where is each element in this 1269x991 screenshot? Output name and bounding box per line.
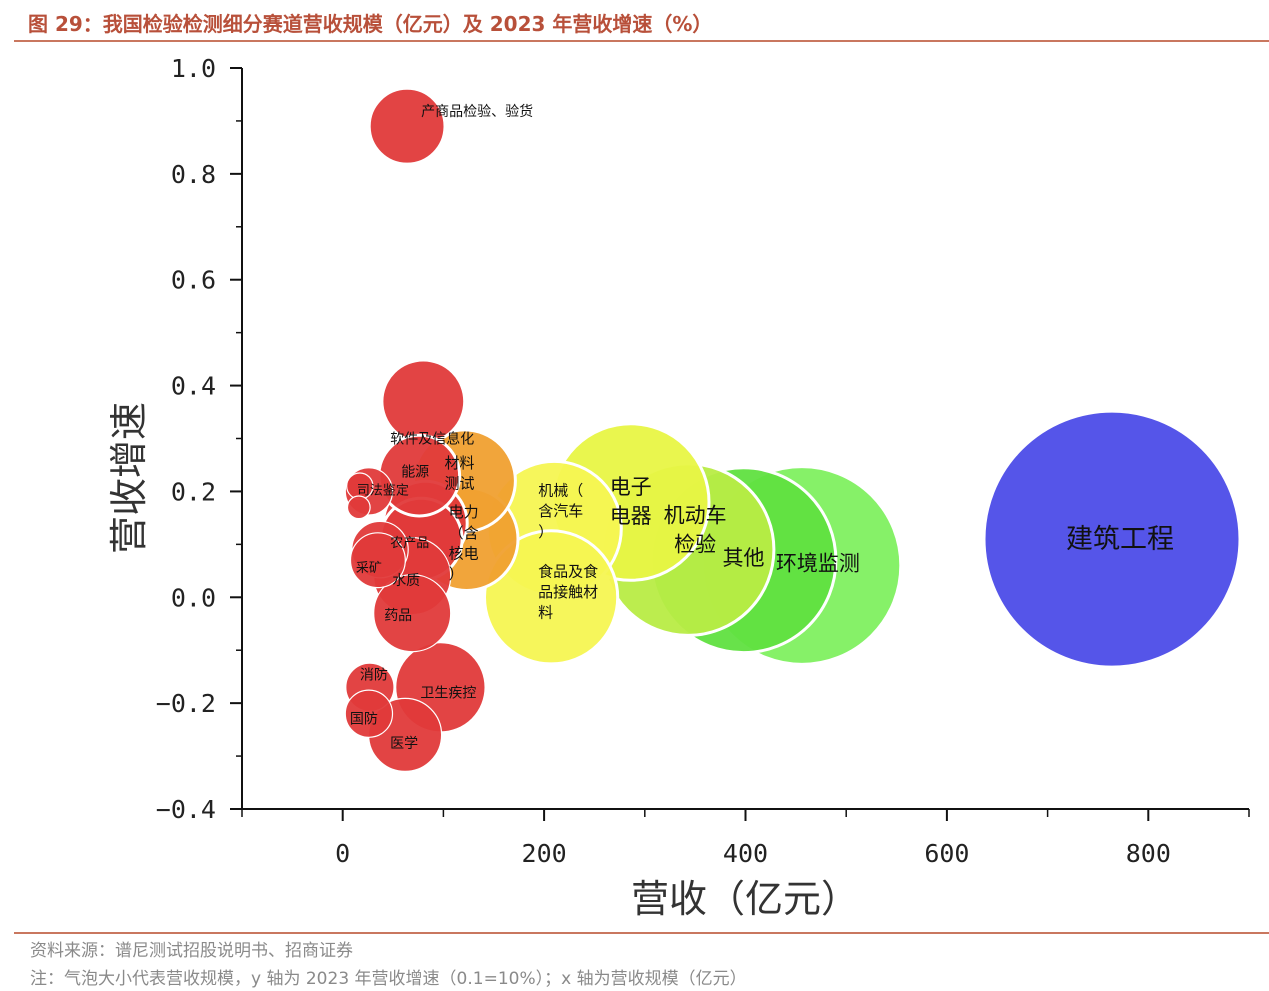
bubble-label: 食品及食品接触材料 bbox=[538, 562, 598, 621]
y-tick-label: −0.4 bbox=[156, 795, 216, 824]
bubble bbox=[349, 532, 406, 589]
bubble-label: 软件及信息化 bbox=[390, 430, 474, 447]
bubble bbox=[373, 574, 452, 653]
bubble-label: 医学 bbox=[390, 736, 418, 752]
bubble bbox=[369, 88, 445, 164]
y-axis-title: 营收增速 bbox=[107, 402, 151, 554]
bubble-circle bbox=[380, 358, 467, 445]
y-tick-label: 0.0 bbox=[171, 583, 216, 612]
y-tick-label: 0.4 bbox=[171, 372, 216, 401]
bubble-label: 建筑工程 bbox=[1066, 524, 1174, 555]
bubble-label: 能源 bbox=[401, 465, 429, 481]
y-tick-label: 1.0 bbox=[171, 54, 216, 83]
title-divider bbox=[14, 40, 1269, 42]
bubble-label: 材料测试 bbox=[445, 454, 475, 493]
bubble-label: 农产品 bbox=[390, 536, 429, 551]
bubble-label: 国防 bbox=[350, 712, 378, 728]
bubbles-layer bbox=[344, 88, 1242, 773]
bubble-label: 司法鉴定 bbox=[357, 483, 409, 498]
bubble-circle bbox=[346, 495, 371, 520]
source-note: 资料来源：谱尼测试招股说明书、招商证券 bbox=[30, 941, 353, 961]
bubble-label: 机械（含汽车） bbox=[538, 482, 583, 541]
x-tick-label: 400 bbox=[723, 839, 768, 868]
bubble bbox=[982, 409, 1242, 669]
bubble-label: 产商品检验、验货 bbox=[421, 103, 533, 120]
axes-layer: 1.0 0.8 0.6 0.4 0.2 0.0 −0.2 −0.4 0 200 400 600 800 bbox=[156, 54, 1250, 868]
y-tick-label: 0.6 bbox=[171, 266, 216, 295]
bubble-label: 其他 bbox=[723, 546, 765, 570]
bubble-circle bbox=[982, 409, 1242, 669]
x-tick-label: 600 bbox=[924, 839, 969, 868]
bubble-chart: 1.00.80.60.40.20.0−0.2−0.40 200 400 600 800 … bbox=[107, 54, 1250, 921]
bubble-circle bbox=[482, 529, 620, 666]
bubble bbox=[380, 358, 467, 445]
bubble-label: 机动车检验 bbox=[664, 504, 727, 557]
bubble bbox=[482, 529, 620, 666]
bubble-circle bbox=[349, 532, 406, 589]
bubble-label: 环境监测 bbox=[776, 552, 860, 576]
figure-title: 图 29：我国检验检测细分赛道营收规模（亿元）及 2023 年营收增速（%） bbox=[28, 12, 713, 36]
bubble-label: 消防 bbox=[360, 667, 388, 683]
bubble-circle bbox=[344, 689, 394, 738]
x-axis-title: 营收（亿元） bbox=[631, 877, 859, 921]
bubble-label: 电力（含核电） bbox=[449, 503, 479, 583]
x-tick-label: 0 bbox=[335, 839, 350, 868]
chart-note: 注：气泡大小代表营收规模，y 轴为 2023 年营收增速（0.1=10%）；x … bbox=[30, 969, 747, 989]
bubble bbox=[346, 495, 371, 520]
y-tick-label: 0.2 bbox=[171, 477, 216, 506]
bubble-circle bbox=[369, 88, 445, 164]
footer-divider bbox=[14, 932, 1269, 934]
bubble-label: 水质 bbox=[392, 573, 420, 589]
y-tick-label: 0.8 bbox=[171, 160, 216, 189]
bubble-circle bbox=[373, 574, 452, 653]
bubble-label: 药品 bbox=[384, 608, 412, 624]
x-tick-label: 200 bbox=[522, 839, 567, 868]
bubble-label: 电子电器 bbox=[610, 475, 652, 528]
x-tick-label: 800 bbox=[1126, 839, 1171, 868]
y-tick-label: −0.2 bbox=[156, 689, 216, 718]
bubble bbox=[344, 689, 394, 738]
bubble-label: 采矿 bbox=[356, 561, 382, 576]
bubble-label: 卫生疾控 bbox=[420, 685, 476, 701]
